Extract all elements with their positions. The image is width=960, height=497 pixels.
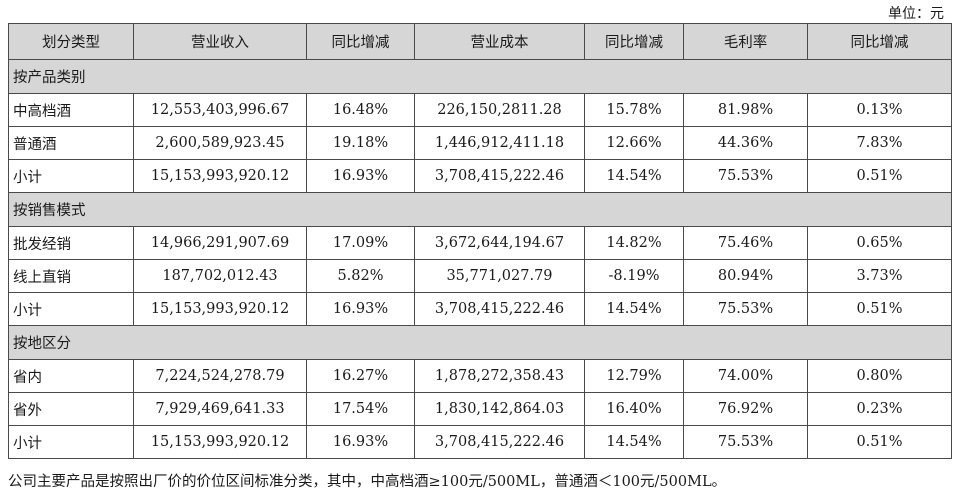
row-label: 线上直销	[8, 259, 134, 293]
table-cell: 16.93%	[306, 292, 415, 326]
section-row: 按地区分	[8, 325, 952, 360]
table-cell: 14.54%	[584, 425, 684, 459]
row-label: 小计	[8, 425, 134, 459]
table-cell: 3,672,644,194.67	[414, 226, 585, 260]
table-row: 普通酒 2,600,589,923.45 19.18% 1,446,912,41…	[8, 126, 952, 160]
header-cell: 同比增减	[306, 23, 415, 60]
row-label: 小计	[8, 159, 134, 193]
header-row: 划分类型 营业收入 同比增减 营业成本 同比增减 毛利率 同比增减	[8, 23, 952, 60]
table-row: 小计 15,153,993,920.12 16.93% 3,708,415,22…	[8, 425, 952, 459]
header-cell: 同比增减	[584, 23, 684, 60]
row-label: 批发经销	[8, 226, 134, 260]
table-cell: 19.18%	[306, 126, 415, 160]
section-title: 按地区分	[8, 325, 952, 360]
header-cell: 毛利率	[683, 23, 808, 60]
table-cell: 3,708,415,222.46	[414, 425, 585, 459]
row-label: 省外	[8, 392, 134, 426]
table-row: 省外 7,929,469,641.33 17.54% 1,830,142,864…	[8, 392, 952, 426]
section-row: 按产品类别	[8, 59, 952, 94]
table-row: 批发经销 14,966,291,907.69 17.09% 3,672,644,…	[8, 226, 952, 260]
table-cell: 16.93%	[306, 425, 415, 459]
header-cell: 同比增减	[807, 23, 952, 60]
table-cell: 2,600,589,923.45	[133, 126, 307, 160]
section-title: 按产品类别	[8, 59, 952, 94]
table-cell: 3,708,415,222.46	[414, 292, 585, 326]
table-row: 省内 7,224,524,278.79 16.27% 1,878,272,358…	[8, 359, 952, 393]
table-cell: -8.19%	[584, 259, 684, 293]
section-title: 按销售模式	[8, 192, 952, 227]
table-cell: 80.94%	[683, 259, 808, 293]
table-row: 线上直销 187,702,012.43 5.82% 35,771,027.79 …	[8, 259, 952, 293]
table-cell: 0.13%	[807, 93, 952, 127]
table-cell: 226,150,2811.28	[414, 93, 585, 127]
unit-label: 单位：元	[888, 6, 944, 22]
revenue-table: 划分类型 营业收入 同比增减 营业成本 同比增减 毛利率 同比增减 按产品类别 …	[8, 23, 952, 459]
table-cell: 75.53%	[683, 159, 808, 193]
table-cell: 16.27%	[306, 359, 415, 393]
table-cell: 1,830,142,864.03	[414, 392, 585, 426]
table-cell: 14,966,291,907.69	[133, 226, 307, 260]
table-cell: 74.00%	[683, 359, 808, 393]
table-cell: 7.83%	[807, 126, 952, 160]
table-cell: 75.53%	[683, 425, 808, 459]
table-cell: 76.92%	[683, 392, 808, 426]
table-cell: 0.80%	[807, 359, 952, 393]
table-cell: 0.51%	[807, 159, 952, 193]
header-cell: 营业收入	[133, 23, 307, 60]
row-label: 普通酒	[8, 126, 134, 160]
table-cell: 14.54%	[584, 159, 684, 193]
table-cell: 7,929,469,641.33	[133, 392, 307, 426]
table-cell: 12.79%	[584, 359, 684, 393]
table-cell: 1,878,272,358.43	[414, 359, 585, 393]
table-cell: 16.48%	[306, 93, 415, 127]
table-cell: 0.23%	[807, 392, 952, 426]
header-cell: 划分类型	[8, 23, 134, 60]
row-label: 省内	[8, 359, 134, 393]
table-cell: 15,153,993,920.12	[133, 159, 307, 193]
table-cell: 15,153,993,920.12	[133, 292, 307, 326]
table-cell: 14.54%	[584, 292, 684, 326]
table-row: 中高档酒 12,553,403,996.67 16.48% 226,150,28…	[8, 93, 952, 127]
header-cell: 营业成本	[414, 23, 585, 60]
table-cell: 16.93%	[306, 159, 415, 193]
table-cell: 0.65%	[807, 226, 952, 260]
table-cell: 0.51%	[807, 292, 952, 326]
table-cell: 15.78%	[584, 93, 684, 127]
table-cell: 3.73%	[807, 259, 952, 293]
footnote: 公司主要产品是按照出厂价的价位区间标准分类，其中，中高档酒≥100元/500ML…	[8, 474, 727, 490]
table-cell: 5.82%	[306, 259, 415, 293]
table-cell: 75.46%	[683, 226, 808, 260]
section-row: 按销售模式	[8, 192, 952, 227]
row-label: 小计	[8, 292, 134, 326]
table-cell: 16.40%	[584, 392, 684, 426]
table-cell: 17.54%	[306, 392, 415, 426]
table-cell: 0.51%	[807, 425, 952, 459]
row-label: 中高档酒	[8, 93, 134, 127]
table-cell: 75.53%	[683, 292, 808, 326]
table-cell: 3,708,415,222.46	[414, 159, 585, 193]
table-row: 小计 15,153,993,920.12 16.93% 3,708,415,22…	[8, 292, 952, 326]
table-cell: 187,702,012.43	[133, 259, 307, 293]
table-row: 小计 15,153,993,920.12 16.93% 3,708,415,22…	[8, 159, 952, 193]
table-cell: 14.82%	[584, 226, 684, 260]
table-cell: 1,446,912,411.18	[414, 126, 585, 160]
table-cell: 15,153,993,920.12	[133, 425, 307, 459]
table-cell: 17.09%	[306, 226, 415, 260]
table-cell: 44.36%	[683, 126, 808, 160]
table-cell: 12,553,403,996.67	[133, 93, 307, 127]
table-cell: 12.66%	[584, 126, 684, 160]
table-cell: 35,771,027.79	[414, 259, 585, 293]
table-cell: 81.98%	[683, 93, 808, 127]
table-cell: 7,224,524,278.79	[133, 359, 307, 393]
